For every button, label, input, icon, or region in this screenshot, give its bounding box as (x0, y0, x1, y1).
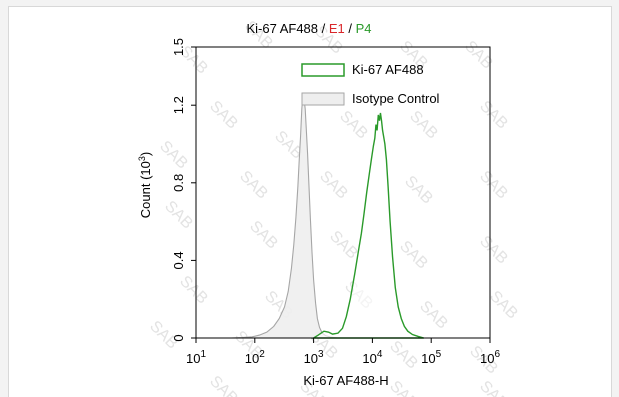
watermark-text: SAB (486, 288, 521, 323)
legend: Ki-67 AF488 Isotype Control (301, 62, 440, 106)
x-tick-label: 102 (245, 349, 265, 366)
title-part: Ki-67 AF488 / (246, 21, 328, 36)
title-part-e1: E1 (329, 21, 345, 36)
watermark-text: SAB (161, 198, 196, 233)
watermark-text: SAB (476, 168, 511, 203)
watermark-text: SAB (476, 233, 511, 268)
y-axis-label-suffix: ) (138, 152, 153, 156)
watermark-text: SAB (386, 378, 421, 397)
watermark-text: SAB (246, 218, 281, 253)
chart-card: SAB SAB SAB SAB SAB SAB SAB SAB SAB SAB SAB SAB SAB S… (8, 6, 612, 397)
series-ki67-area (311, 112, 425, 339)
watermark-text: SAB (476, 98, 511, 133)
y-tick-label: 1.2 (171, 96, 186, 114)
watermark-text: SAB (416, 298, 451, 333)
watermark-text: SAB (386, 338, 421, 373)
title-part-p4: P4 (356, 21, 372, 36)
legend-label-ki67: Ki-67 AF488 (352, 62, 424, 77)
x-axis-label: Ki-67 AF488-H (303, 373, 388, 388)
x-tick-label: 101 (186, 349, 206, 366)
watermark-text: SAB (206, 98, 241, 133)
watermark-text: SAB (206, 373, 241, 397)
watermark-text: SAB (236, 168, 271, 203)
y-axis-ticks: 0 0.4 0.8 1.2 1.5 (171, 38, 196, 342)
watermark-text: SAB (396, 238, 431, 273)
watermark-text: SAB (406, 108, 441, 143)
watermark-text: SAB (156, 138, 191, 173)
series-layer (231, 93, 425, 339)
legend-label-isotype: Isotype Control (352, 91, 440, 106)
watermark-text: SAB (316, 168, 351, 203)
y-tick-label: 0 (171, 334, 186, 341)
x-tick-label: 104 (362, 349, 382, 366)
chart-title: Ki-67 AF488 / E1 / P4 (246, 21, 371, 36)
x-tick-label: 103 (304, 349, 324, 366)
x-tick-label: 105 (421, 349, 441, 366)
y-tick-label: 0.4 (171, 251, 186, 269)
x-axis-ticks: 101 102 103 104 105 106 (186, 338, 500, 366)
legend-swatch-ki67 (301, 63, 345, 77)
watermark-text: SAB (326, 228, 361, 263)
y-axis-label: Count (103) (137, 152, 153, 218)
watermark-text: SAB (461, 38, 496, 73)
watermark-text: SAB (476, 378, 511, 397)
y-tick-label: 1.5 (171, 38, 186, 56)
x-tick-label: 106 (480, 349, 500, 366)
watermark-text: SAB (401, 173, 436, 208)
watermark-text: SAB (176, 273, 211, 308)
watermark-text: SAB (336, 108, 371, 143)
y-axis-label-sup: 3 (137, 156, 147, 161)
title-part: / (345, 21, 356, 36)
y-axis-label-prefix: Count (10 (138, 161, 153, 218)
histogram-chart: SAB SAB SAB SAB SAB SAB SAB SAB SAB SAB SAB SAB SAB S… (137, 18, 521, 397)
legend-swatch-isotype (301, 92, 345, 106)
y-tick-label: 0.8 (171, 174, 186, 192)
plot-frame (195, 46, 491, 339)
